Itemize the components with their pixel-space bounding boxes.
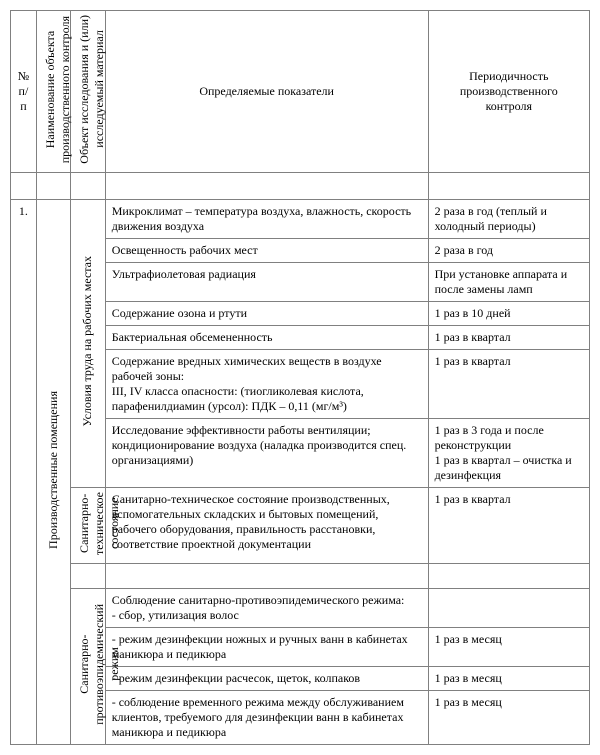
cell-indicator: Исследование эффективности работы вентил… (105, 418, 428, 487)
cell-indicator: Микроклимат – температура воздуха, влажн… (105, 199, 428, 238)
cell-period: 1 раз в 10 дней (428, 301, 589, 325)
cell-indicator: Содержание озона и ртути (105, 301, 428, 325)
cell-period (428, 588, 589, 627)
header-col-indicators: Определяемые показатели (105, 11, 428, 173)
cell-indicator: Содержание вредных химических веществ в … (105, 349, 428, 418)
header-row: № п/п Наименование объекта производствен… (11, 11, 590, 173)
cell-period: 1 раз в 3 года и после реконструкции 1 р… (428, 418, 589, 487)
cell-period: 1 раз в месяц (428, 690, 589, 744)
header-col-num: № п/п (11, 11, 37, 173)
cell-object: Производственные помещения (36, 199, 70, 744)
header-col-object: Наименование объекта производственного к… (36, 11, 70, 173)
table-row: 1. Производственные помещения Условия тр… (11, 199, 590, 238)
header-col-period: Периодичность производственного контроля (428, 11, 589, 173)
cell-period: 1 раз в квартал (428, 349, 589, 418)
cell-indicator: - режим дезинфекции ножных и ручных ванн… (105, 627, 428, 666)
cell-indicator: - соблюдение временного режима между обс… (105, 690, 428, 744)
cell-period: 1 раз в квартал (428, 487, 589, 563)
cell-group1: Условия труда на рабочих местах (71, 199, 105, 487)
cell-indicator: Соблюдение санитарно-противоэпидемическо… (105, 588, 428, 627)
table-row: Санитарно- противоэпидемический режим Со… (11, 588, 590, 627)
cell-period: 1 раз в квартал (428, 325, 589, 349)
inner-spacer (11, 563, 590, 588)
header-col-material: Объект исследования и (или) исследуемый … (71, 11, 105, 173)
cell-period: 1 раз в месяц (428, 666, 589, 690)
table-row: Санитарно- техническое состояние Санитар… (11, 487, 590, 563)
cell-indicator: Освещенность рабочих мест (105, 238, 428, 262)
cell-period: При установке аппарата и после замены ла… (428, 262, 589, 301)
cell-indicator: - режим дезинфекции расчесок, щеток, кол… (105, 666, 428, 690)
cell-num: 1. (11, 199, 37, 744)
cell-period: 1 раз в месяц (428, 627, 589, 666)
cell-period: 2 раза в год (теплый и холодный периоды) (428, 199, 589, 238)
cell-group2: Санитарно- техническое состояние (71, 487, 105, 563)
spacer-row (11, 172, 590, 199)
cell-period: 2 раза в год (428, 238, 589, 262)
control-table: № п/п Наименование объекта производствен… (10, 10, 590, 745)
cell-group3: Санитарно- противоэпидемический режим (71, 588, 105, 744)
cell-indicator: Санитарно-техническое состояние производ… (105, 487, 428, 563)
cell-indicator: Бактериальная обсемененность (105, 325, 428, 349)
cell-indicator: Ультрафиолетовая радиация (105, 262, 428, 301)
